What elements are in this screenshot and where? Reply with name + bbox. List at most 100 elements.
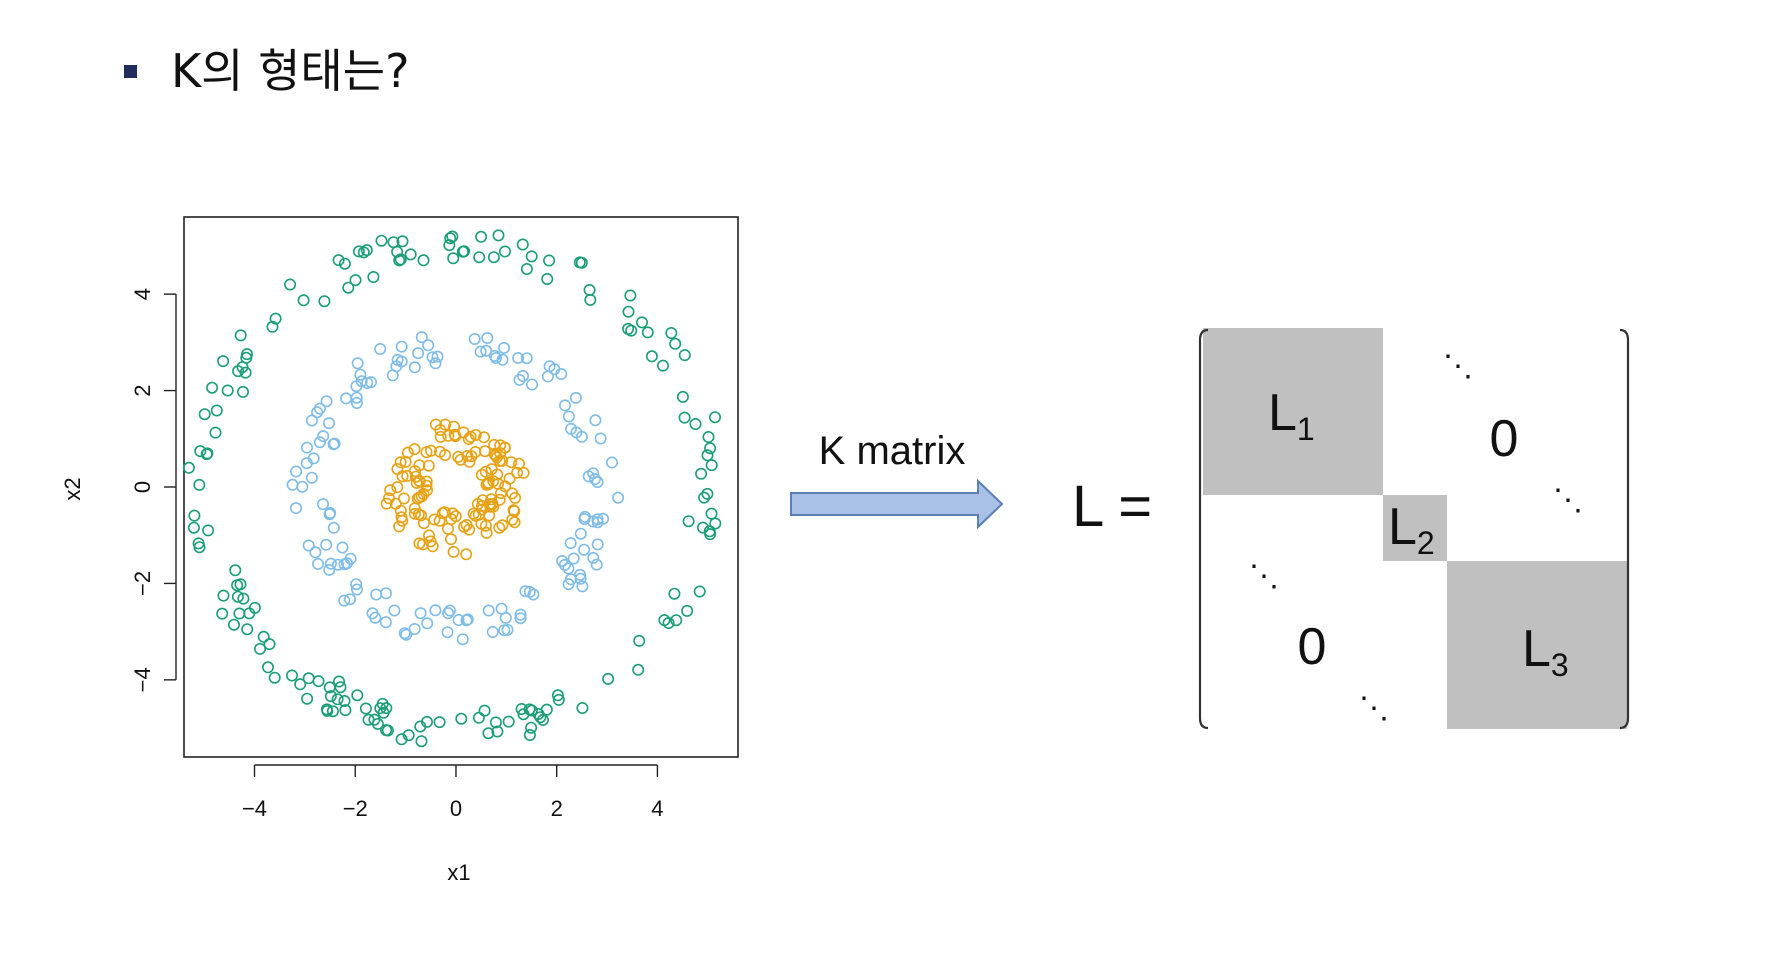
scatter-point — [241, 348, 254, 361]
y-tick-label: −2 — [130, 571, 155, 596]
scatter-point — [313, 436, 326, 449]
scatter-point — [578, 543, 591, 556]
scatter-point — [624, 289, 637, 302]
scatter-point — [480, 478, 493, 491]
scatter-point — [428, 513, 441, 526]
scatter-point — [474, 345, 487, 358]
scatter-point — [463, 455, 476, 468]
y-tick-label: 0 — [130, 481, 155, 493]
scatter-point — [622, 305, 635, 318]
scatter-point — [456, 633, 469, 646]
scatter-point — [216, 607, 229, 620]
slide-heading: K의 형태는? — [171, 44, 410, 98]
scatter-point — [508, 516, 521, 529]
scatter-point — [574, 527, 587, 540]
block-l2-letter: L2 — [1388, 498, 1435, 561]
scatter-point — [391, 481, 404, 494]
scatter-point — [400, 628, 413, 641]
scatter-point — [485, 493, 498, 506]
scatter-point — [366, 607, 379, 620]
scatter-point — [465, 450, 478, 463]
scatter-point — [399, 455, 412, 468]
scatter-point — [489, 716, 502, 729]
scatter-point — [517, 466, 530, 479]
scatter-point — [324, 506, 337, 519]
scatter-point — [332, 675, 345, 688]
x-tick-label: −4 — [242, 796, 267, 821]
scatter-point — [442, 429, 455, 442]
scatter-point — [487, 251, 500, 264]
scatter-point — [497, 341, 510, 354]
scatter-point — [234, 329, 247, 342]
scatter-point — [380, 702, 393, 715]
scatter-point — [357, 246, 370, 259]
scatter-point — [625, 324, 638, 337]
y-tick-label: −4 — [130, 667, 155, 692]
scatter-point — [482, 476, 495, 489]
scatter-point — [576, 580, 589, 593]
scatter-point — [543, 254, 556, 267]
scatter-point — [426, 351, 439, 364]
k-matrix-arrow: K matrix — [790, 429, 1004, 530]
scatter-point — [517, 708, 530, 721]
scatter-point — [525, 250, 538, 263]
scatter-point — [668, 587, 681, 600]
scatter-point — [632, 663, 645, 676]
scatter-point — [633, 634, 646, 647]
scatter-point — [454, 453, 467, 466]
scatter-point — [591, 475, 604, 488]
diagonal-dots-upper-right: ⋱ — [1553, 484, 1583, 517]
scatter-point — [514, 612, 527, 625]
scatter-point — [541, 272, 554, 285]
scatter-point — [670, 614, 683, 627]
scatter-point — [520, 352, 533, 365]
scatter-point — [302, 672, 315, 685]
scatter-point — [526, 378, 539, 391]
scatter-point — [534, 711, 547, 724]
scatter-point — [516, 369, 529, 382]
x-tick-label: −2 — [343, 796, 368, 821]
scatter-point — [498, 245, 511, 258]
scatter-point — [340, 392, 353, 405]
scatter-point — [511, 466, 524, 479]
scatter-point — [331, 558, 344, 571]
scatter-point — [332, 254, 345, 267]
scatter-point — [327, 521, 340, 534]
scatter-point — [338, 694, 351, 707]
scatter-point — [354, 368, 367, 381]
right-bracket — [1619, 328, 1630, 730]
scatter-point — [397, 492, 410, 505]
bullet-square-icon — [124, 64, 137, 78]
scatter-point — [658, 614, 671, 627]
scatter-point — [499, 611, 512, 624]
scatter-point — [520, 262, 533, 275]
scatter-point — [420, 446, 433, 459]
scatter-point — [570, 426, 583, 439]
scatter-point — [656, 359, 669, 372]
scatter-point — [591, 538, 604, 551]
scatter-point — [509, 491, 522, 504]
scatter-point — [408, 622, 421, 635]
scatter-point — [463, 523, 476, 536]
scatter-point — [229, 564, 242, 577]
scatter-point — [492, 229, 505, 242]
x-tick-label: 4 — [651, 796, 663, 821]
scatter-point — [588, 473, 601, 486]
diagonal-dots-upper-left: ⋱ — [1443, 350, 1473, 383]
plot-frame — [183, 216, 739, 758]
scatter-point — [678, 349, 691, 362]
scatter-point — [564, 537, 577, 550]
scatter-point — [311, 557, 324, 570]
scatter-point — [422, 339, 435, 352]
scatter-point — [311, 406, 324, 419]
diagonal-dots-lower-right: ⋱ — [1359, 692, 1389, 725]
scatter-point — [705, 459, 718, 472]
scatter-point — [334, 681, 347, 694]
scatter-point — [641, 326, 654, 339]
scatter-point — [488, 447, 501, 460]
scatter-point — [452, 450, 465, 463]
scatter-point — [519, 585, 532, 598]
scatter-point — [338, 257, 351, 270]
scatter-point — [562, 562, 575, 575]
scatter-point — [472, 508, 485, 521]
